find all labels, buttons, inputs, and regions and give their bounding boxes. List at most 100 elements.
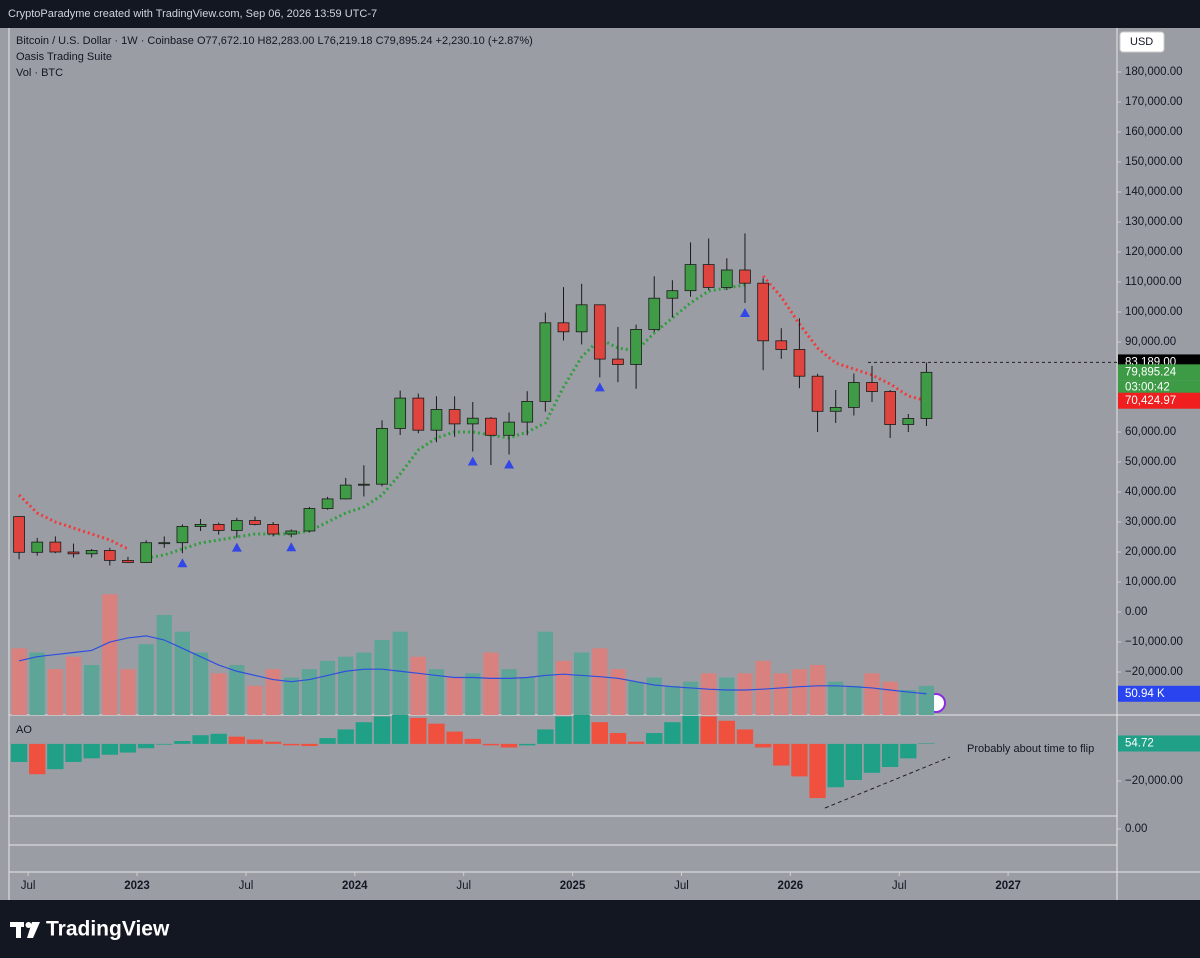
- candle-body: [376, 428, 388, 485]
- candle-body: [593, 304, 606, 360]
- candle-body: [321, 498, 334, 509]
- x-tick-label: Jul: [21, 880, 36, 892]
- y-tick-label: 110,000.00: [1125, 276, 1182, 288]
- indicator-name: Vol · BTC: [16, 67, 63, 79]
- candle-body: [757, 282, 769, 342]
- candle-body: [920, 371, 933, 419]
- volume-bar: [701, 673, 717, 715]
- volume-bar: [265, 669, 281, 715]
- y-tick-label: 120,000.00: [1125, 246, 1183, 258]
- candle-body: [575, 304, 588, 333]
- volume-bar: [719, 677, 735, 715]
- last-price: 79,895.24: [1125, 366, 1177, 378]
- legend: Bitcoin / U.S. Dollar · 1W · Coinbase O7…: [16, 35, 533, 79]
- candle-body: [775, 340, 788, 350]
- candle-body: [158, 542, 171, 545]
- ao-y-tick-label: −20,000.00: [1125, 775, 1183, 787]
- volume-bar: [428, 669, 445, 715]
- volume-bar: [211, 673, 227, 715]
- tv-logo: [10, 922, 40, 938]
- trail-price: 70,424.97: [1125, 395, 1176, 407]
- y-tick-label: 180,000.00: [1125, 66, 1183, 78]
- candle-body: [521, 401, 534, 423]
- x-tick-label: 2025: [560, 880, 586, 892]
- y-tick-label: 100,000.00: [1125, 306, 1183, 318]
- signal-triangle: [467, 456, 478, 466]
- ao-bar: [591, 722, 608, 744]
- candle-body: [739, 269, 751, 284]
- volume-bar: [828, 681, 844, 715]
- candle-body: [49, 541, 62, 553]
- x-tick-label: Jul: [892, 880, 907, 892]
- candle-body: [503, 421, 515, 436]
- volume-bar: [900, 690, 916, 715]
- ao-bar: [392, 715, 409, 744]
- ao-bar: [845, 743, 863, 780]
- volume-bar: [84, 665, 100, 715]
- volume-bar: [374, 640, 390, 715]
- x-tick-label: 2027: [995, 880, 1021, 892]
- candle-body: [485, 417, 497, 436]
- currency-button[interactable]: [1119, 31, 1165, 53]
- volume-bar: [791, 669, 808, 715]
- candle-body: [702, 264, 715, 288]
- x-tick-label: 2023: [124, 880, 150, 892]
- volume-bar: [156, 615, 172, 715]
- volume-bar: [610, 669, 626, 715]
- y-tick-label: 50,000.00: [1125, 456, 1176, 468]
- candle-body: [285, 530, 298, 535]
- ao-bar: [137, 743, 155, 749]
- ao-bar: [900, 743, 917, 759]
- y-tick-label: 40,000.00: [1125, 486, 1176, 498]
- countdown: 03:00:42: [1125, 381, 1170, 393]
- y-tick-label: 150,000.00: [1125, 156, 1183, 168]
- candle-body: [339, 484, 352, 500]
- ao-bar: [500, 743, 518, 748]
- ao-bar: [555, 716, 572, 744]
- volume-bar: [646, 677, 662, 715]
- candle-body: [230, 520, 243, 531]
- signal-triangle: [231, 542, 242, 552]
- ao-bar: [609, 733, 627, 744]
- volume-bar: [301, 669, 318, 715]
- last-price-bg: [1118, 364, 1200, 381]
- ao-bar: [464, 738, 481, 744]
- legend-close: C79,895.24: [376, 35, 433, 47]
- candle-body: [902, 418, 915, 425]
- candle-body: [67, 551, 80, 555]
- volume-bar: [846, 685, 862, 715]
- signal-triangle: [286, 542, 297, 552]
- candle-body: [358, 483, 370, 486]
- candle-body: [13, 516, 25, 553]
- ao-bar: [446, 731, 463, 744]
- ao-name: AO: [16, 724, 32, 736]
- brand: TradingView: [46, 918, 170, 941]
- volume-bar: [592, 648, 608, 715]
- ao-bar: [228, 736, 246, 744]
- ao-bar: [428, 723, 445, 744]
- candle-body: [267, 524, 279, 535]
- legend-high: H82,283.00: [258, 35, 315, 47]
- candle-body: [394, 397, 407, 429]
- footer-bar: [0, 900, 1200, 958]
- volume-bar: [138, 644, 154, 715]
- candle-body: [829, 407, 842, 412]
- candle-body: [539, 322, 552, 402]
- y-tick-label: 140,000.00: [1125, 186, 1183, 198]
- currency[interactable]: USD: [1130, 36, 1153, 48]
- header-text: CryptoParadyme created with TradingView.…: [8, 8, 377, 20]
- ao-bar: [10, 743, 28, 762]
- volume-bar: [338, 656, 354, 715]
- candle-body: [793, 349, 806, 377]
- y-tick-label: 30,000.00: [1125, 516, 1176, 528]
- volume-bar: [446, 677, 463, 715]
- header-bar: [0, 0, 1200, 28]
- ao-bar: [264, 741, 282, 744]
- ao-bar: [773, 743, 790, 766]
- x-tick-label: Jul: [456, 880, 471, 892]
- volume-bar: [319, 660, 336, 715]
- ao-bar: [809, 743, 826, 799]
- y-tick-label: −20,000.00: [1125, 666, 1183, 678]
- candle-body: [866, 382, 878, 392]
- legend-change-pct: (+2.87%): [488, 35, 533, 47]
